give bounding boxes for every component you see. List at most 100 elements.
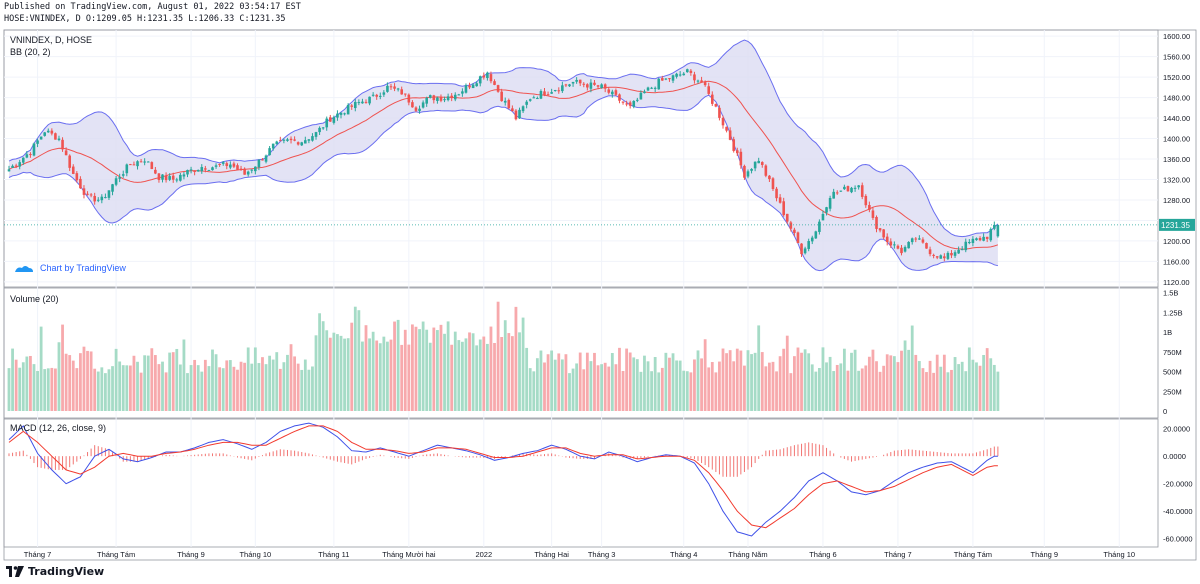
candle-body [18, 162, 22, 167]
candle-body [428, 95, 432, 98]
volume-bar [493, 342, 496, 411]
volume-title: Volume (20) [10, 294, 59, 304]
candle-body [300, 142, 304, 146]
candle-body [850, 187, 853, 193]
x-axis-tick: Tháng 6 [809, 550, 837, 559]
candle-body [928, 249, 932, 255]
candle-body [364, 101, 368, 103]
candle-body [939, 255, 943, 259]
volume-bar [164, 372, 168, 411]
candle-body [343, 113, 346, 115]
candle-body [407, 94, 411, 103]
volume-bar [107, 369, 111, 411]
volume-bar [114, 348, 118, 411]
volume-bar [64, 353, 68, 411]
volume-bar [925, 372, 928, 411]
candle-body [261, 159, 264, 161]
x-axis-tick: Tháng Tám [97, 550, 135, 559]
volume-bar [150, 348, 154, 411]
candle-body [225, 163, 229, 167]
volume-bar [46, 368, 50, 411]
tradingview-brand: TradingView [28, 565, 105, 578]
volume-bar [325, 330, 329, 411]
volume-bar [271, 359, 275, 411]
candle-body [957, 249, 960, 254]
candle-body [835, 192, 839, 194]
watermark-text[interactable]: Chart by TradingView [40, 263, 126, 273]
volume-bar [339, 335, 343, 411]
candle-body [396, 88, 400, 90]
volume-bar [436, 330, 439, 411]
volume-bar [475, 345, 479, 411]
candle-body [171, 175, 175, 180]
volume-bar [600, 364, 604, 411]
candle-body [586, 84, 589, 88]
volume-bar [896, 362, 900, 411]
volume-bar [614, 364, 618, 411]
candle-body [307, 139, 311, 141]
candle-body [818, 221, 821, 232]
volume-bar [14, 359, 18, 411]
candle-body [946, 252, 950, 259]
candle-body [657, 78, 661, 90]
candle-body [750, 168, 753, 171]
volume-bar [853, 349, 857, 411]
price-axis-tick: 1320.00 [1163, 175, 1190, 184]
price-title: VNINDEX, D, HOSE [10, 35, 92, 45]
volume-axis-tick: 250M [1163, 387, 1182, 396]
candle-body [125, 164, 129, 174]
volume-bar [478, 339, 482, 411]
candle-body [746, 171, 750, 177]
macd-axis-tick: -20.0000 [1163, 480, 1193, 489]
volume-bar [975, 362, 978, 411]
candle-body [650, 87, 653, 89]
candle-body [664, 78, 668, 80]
candle-body [989, 229, 993, 241]
volume-bar [693, 359, 696, 411]
candle-body [257, 159, 261, 168]
candle-body [889, 241, 893, 246]
candle-body [282, 139, 286, 141]
volume-bar [743, 365, 746, 411]
volume-bar [193, 359, 197, 411]
volume-bar [86, 350, 89, 411]
candle-body [164, 175, 168, 181]
ohlc-line: HOSE:VNINDEX, D O:1209.05 H:1231.35 L:12… [4, 14, 286, 24]
candle-body [382, 92, 386, 95]
candle-body [546, 94, 550, 96]
candle-body [882, 229, 885, 238]
volume-bar [610, 353, 614, 411]
candle-body [753, 161, 757, 169]
tradingview-logo[interactable]: TradingView [6, 565, 104, 578]
macd-axis-tick: 20.0000 [1163, 425, 1190, 434]
macd-title: MACD (12, 26, close, 9) [10, 423, 106, 433]
volume-bar [261, 357, 264, 411]
x-axis-tick: Tháng 7 [884, 550, 912, 559]
candle-body [7, 169, 11, 172]
price-axis-tick: 1440.00 [1163, 114, 1190, 123]
volume-bar [875, 361, 878, 411]
candle-body [175, 179, 179, 181]
tradingview-cloud-icon [15, 266, 33, 272]
candle-body [564, 84, 568, 86]
candle-body [154, 169, 157, 174]
volume-bar [500, 337, 504, 411]
volume-bar [178, 364, 182, 411]
volume-bar [775, 371, 778, 411]
volume-bar [643, 355, 646, 411]
candle-body [636, 99, 639, 101]
volume-bar [71, 360, 75, 411]
volume-bar [568, 373, 571, 411]
volume-bar [807, 353, 811, 411]
candle-body [93, 195, 96, 202]
volume-bar [978, 365, 982, 411]
candle-body [571, 81, 575, 84]
candle-body [368, 96, 371, 104]
volume-bar [153, 355, 157, 411]
candle-body [728, 130, 732, 140]
volume-bar [710, 362, 714, 411]
watermark[interactable]: Chart by TradingView [15, 263, 126, 273]
volume-bar [464, 338, 468, 411]
volume-bar [900, 350, 903, 411]
